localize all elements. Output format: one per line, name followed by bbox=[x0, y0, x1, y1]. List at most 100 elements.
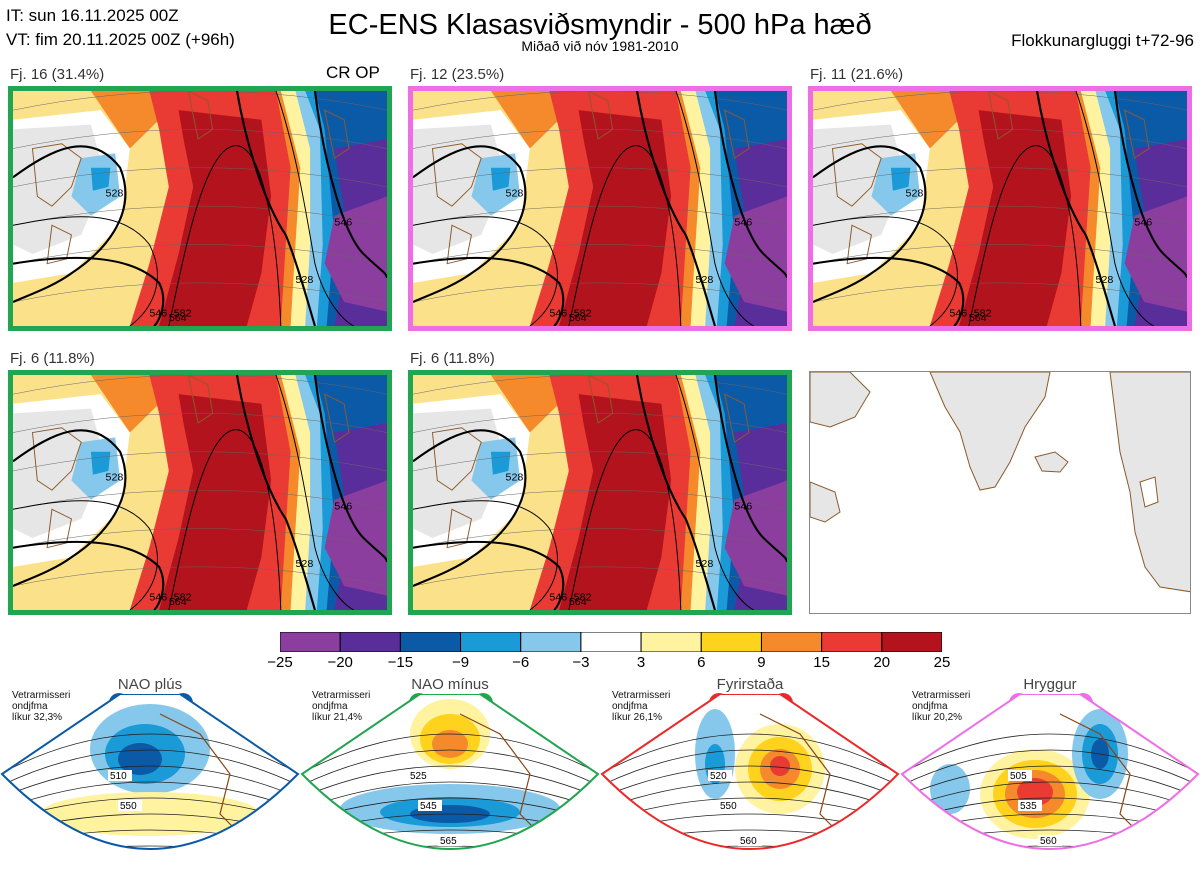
colorbar-tick-label: 9 bbox=[757, 654, 766, 671]
height-contour-3 bbox=[968, 145, 1082, 326]
cluster-map-4: 528 546 564 582 528 546 bbox=[8, 370, 392, 615]
anomaly-area-9 bbox=[1124, 196, 1187, 312]
regime-outline bbox=[600, 693, 900, 850]
contour-label-1: 546 bbox=[149, 307, 167, 319]
regime-map-3: 505 535 560 bbox=[900, 693, 1200, 876]
colorbar bbox=[279, 631, 943, 653]
colorbar-bin-5 bbox=[580, 631, 642, 653]
colorbar-bin-4 bbox=[520, 631, 582, 653]
regime-contour bbox=[2, 733, 298, 775]
regime-outline bbox=[0, 693, 300, 850]
contour-label-5: 546 bbox=[1134, 216, 1152, 228]
regime-coastline bbox=[1059, 713, 1151, 845]
regime-contour bbox=[602, 733, 898, 775]
height-contour-4 bbox=[635, 91, 716, 326]
colorbar-bin-8 bbox=[760, 631, 823, 653]
height-contour-0 bbox=[413, 145, 527, 303]
contour-label-5: 546 bbox=[334, 500, 352, 512]
regime-contour-label: 535 bbox=[1020, 801, 1037, 812]
grid-line bbox=[13, 244, 387, 264]
coastline-0 bbox=[431, 427, 482, 491]
regime-contour bbox=[600, 862, 900, 870]
colorbar-tick-label: 6 bbox=[697, 654, 706, 671]
regime-contour-label: 560 bbox=[740, 836, 757, 847]
grid-line bbox=[413, 528, 787, 548]
regime-contour bbox=[2, 781, 298, 811]
grid-line bbox=[413, 244, 787, 264]
contour-label-1: 546 bbox=[549, 591, 567, 603]
anomaly-area-3 bbox=[559, 394, 672, 610]
coastline-0 bbox=[31, 143, 82, 207]
regime-contour bbox=[602, 749, 898, 787]
regime-contour bbox=[302, 733, 598, 775]
contour-label-4: 528 bbox=[695, 274, 713, 286]
cluster-map-5: 528 546 564 582 528 546 bbox=[408, 370, 792, 615]
height-contour-3 bbox=[168, 429, 282, 610]
page-subtitle: Miðað við nóv 1981-2010 bbox=[521, 38, 679, 54]
contour-label-0: 528 bbox=[106, 188, 124, 200]
height-contour-5 bbox=[275, 375, 355, 610]
grid-line bbox=[13, 528, 387, 548]
regime-contour bbox=[0, 862, 300, 870]
height-contour-4 bbox=[235, 91, 316, 326]
coastline-0 bbox=[31, 427, 82, 491]
anomaly-area-3 bbox=[159, 110, 272, 326]
contour-label-2: 564 bbox=[169, 312, 187, 324]
grid-line bbox=[813, 129, 1187, 149]
grid-line bbox=[413, 566, 787, 587]
coastline-3 bbox=[323, 109, 350, 159]
cluster-map-2: 528 546 564 582 528 546 bbox=[408, 86, 792, 331]
height-contour-1 bbox=[13, 500, 158, 610]
regime-title-3: Hryggur bbox=[1023, 676, 1077, 693]
height-contour-0 bbox=[13, 429, 127, 587]
regime-map-1: 525 545 565 bbox=[300, 693, 600, 876]
grid-line bbox=[813, 282, 1187, 303]
coastline-0 bbox=[831, 143, 882, 207]
regime-contour bbox=[902, 765, 1198, 799]
cluster-map-1: 528 546 564 582 528 546 bbox=[8, 86, 392, 331]
anomaly-area-11 bbox=[413, 124, 506, 255]
contour-label-4: 528 bbox=[695, 558, 713, 570]
regime-info-line: Vetrarmisseri bbox=[312, 690, 371, 701]
contour-label-1: 546 bbox=[149, 591, 167, 603]
regime-contour bbox=[302, 781, 598, 811]
grid-line bbox=[413, 205, 787, 226]
regime-contour bbox=[902, 733, 1198, 775]
regime-title-2: Fyrirstaða bbox=[716, 676, 784, 693]
contour-label-2: 564 bbox=[569, 312, 587, 324]
regime-map-2: 520 550 560 bbox=[600, 693, 900, 876]
height-contour-6 bbox=[713, 375, 787, 563]
colorbar-tick-label: 25 bbox=[933, 654, 951, 671]
contour-label-5: 546 bbox=[734, 216, 752, 228]
colorbar-tick-label: −15 bbox=[387, 654, 414, 671]
height-contour-0 bbox=[813, 145, 927, 303]
height-contour-2 bbox=[13, 256, 165, 326]
grid-line bbox=[13, 167, 387, 188]
anomaly-area-11 bbox=[813, 124, 906, 255]
colorbar-tick-label: −20 bbox=[327, 654, 353, 671]
colorbar-bin-2 bbox=[399, 631, 462, 653]
reference-map-land bbox=[810, 372, 1190, 593]
contour-label-3: 582 bbox=[574, 307, 592, 319]
height-contour-1 bbox=[813, 216, 958, 326]
height-contour-0 bbox=[413, 429, 527, 587]
regime-contour bbox=[302, 765, 598, 799]
contour-label-5: 546 bbox=[334, 216, 352, 228]
regime-contour-label: 550 bbox=[120, 801, 137, 812]
regime-contour bbox=[602, 781, 898, 811]
regime-info-line: ondjfma bbox=[612, 701, 648, 712]
regime-contour-label: 525 bbox=[410, 771, 427, 782]
anomaly-area-9 bbox=[324, 196, 387, 312]
panel-label-4: Fj. 6 (11.8%) bbox=[10, 350, 95, 367]
height-contour-4 bbox=[1035, 91, 1116, 326]
regime-contour-label: 505 bbox=[1010, 771, 1027, 782]
height-contour-6 bbox=[313, 91, 387, 279]
grid-line bbox=[413, 413, 787, 433]
height-contour-6 bbox=[1113, 91, 1187, 279]
contour-label-4: 528 bbox=[295, 274, 313, 286]
regime-info-line: líkur 26,1% bbox=[612, 712, 663, 723]
regime-contour bbox=[900, 862, 1200, 870]
